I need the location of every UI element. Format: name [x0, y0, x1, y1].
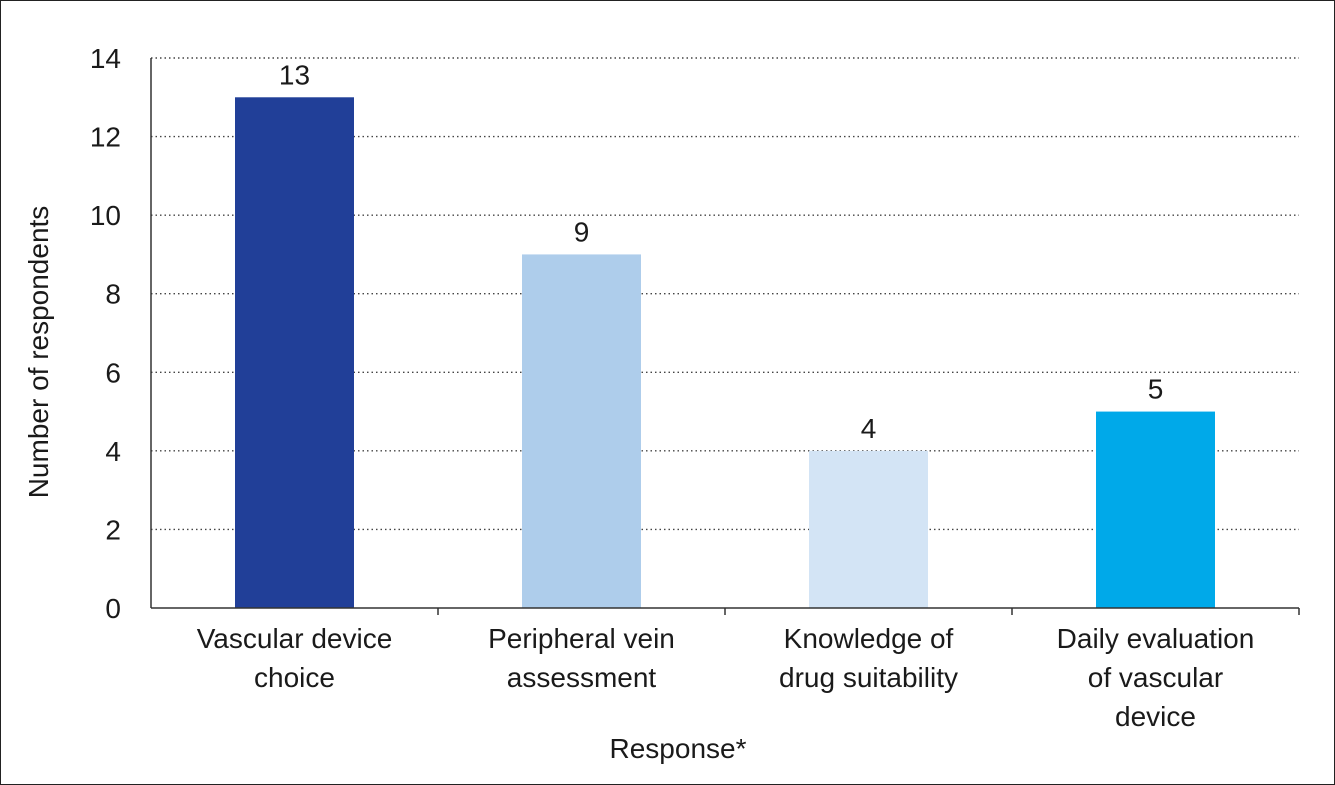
y-tick-label: 10: [90, 200, 121, 231]
x-category-label: Knowledge of drug suitability: [779, 623, 958, 693]
bar: [1096, 411, 1215, 608]
y-tick-labels: 0 2 4 6 8 10 12 14: [90, 43, 121, 624]
bar: [809, 450, 928, 608]
y-tick-label: 0: [105, 593, 121, 624]
axes: [150, 58, 1300, 615]
x-category-label: Peripheral vein assessment: [488, 623, 675, 693]
data-label: 5: [1148, 374, 1164, 405]
x-axis-title: Response*: [610, 733, 747, 764]
x-category-labels: Vascular device choice Peripheral vein asse…: [197, 623, 1255, 732]
y-tick-label: 12: [90, 122, 121, 153]
bar: [522, 254, 641, 608]
y-tick-label: 14: [90, 43, 121, 74]
y-tick-label: 2: [105, 514, 121, 545]
data-labels: 13 9 4 5: [279, 59, 1163, 444]
x-category-label: Daily evaluation of vascular device: [1057, 623, 1255, 732]
data-label: 4: [861, 413, 877, 444]
x-category-label: Vascular device choice: [197, 623, 393, 693]
data-label: 13: [279, 59, 310, 90]
bar: [235, 97, 354, 609]
data-label: 9: [574, 216, 590, 247]
y-axis-title: Number of respondents: [23, 206, 54, 499]
y-tick-label: 4: [105, 436, 121, 467]
y-tick-label: 6: [105, 357, 121, 388]
bars: [235, 97, 1215, 609]
y-tick-label: 8: [105, 279, 121, 310]
